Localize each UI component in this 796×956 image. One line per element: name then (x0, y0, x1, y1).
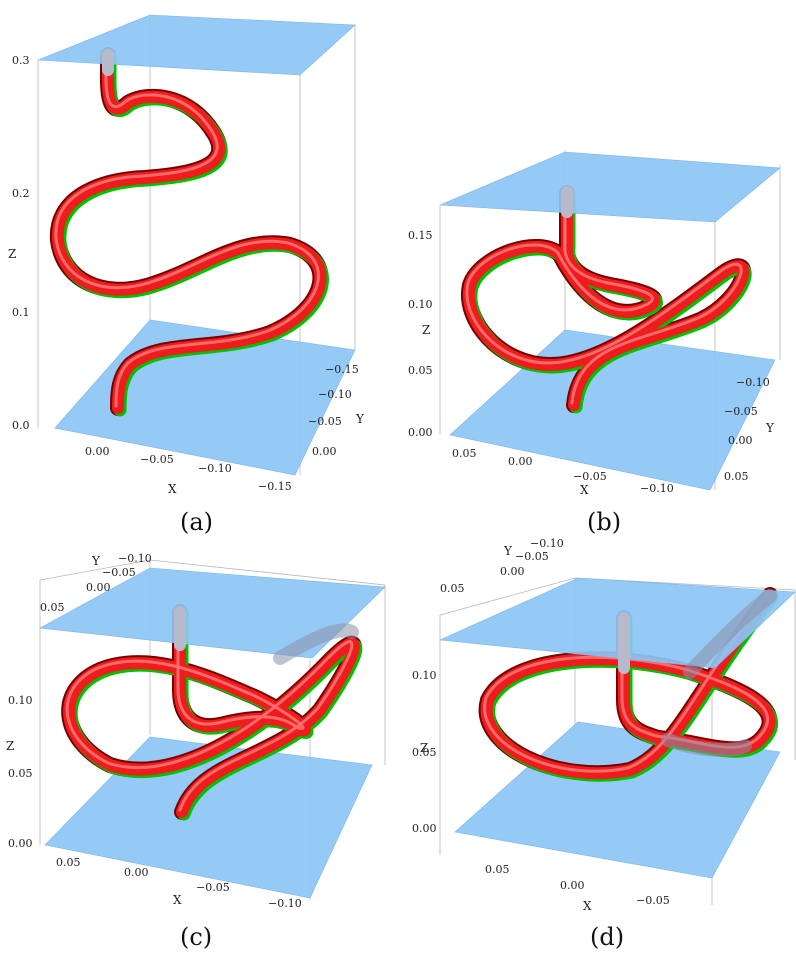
z-tick: 0.05 (8, 767, 33, 780)
x-tick: −0.10 (198, 462, 232, 475)
y-tick: −0.10 (118, 552, 152, 565)
box-edge (439, 577, 576, 616)
panel-caption: (b) (587, 508, 621, 536)
x-axis-label: X (580, 483, 589, 497)
z-axis-label: Z (420, 741, 428, 755)
z-tick: 0.10 (408, 298, 433, 311)
z-tick: 0.1 (12, 306, 30, 319)
z-tick: 0.10 (8, 694, 33, 707)
x-tick: −0.05 (140, 453, 174, 466)
x-tick: 0.00 (85, 445, 110, 458)
top-plane (439, 151, 781, 223)
z-axis-label: Z (8, 247, 16, 261)
x-tick: 0.05 (485, 863, 510, 876)
y-tick: 0.05 (40, 601, 65, 614)
y-tick: −0.10 (736, 376, 770, 389)
y-tick: −0.05 (102, 566, 136, 579)
z-tick: 0.05 (412, 746, 437, 759)
y-tick: 0.05 (724, 470, 749, 483)
x-tick: −0.10 (268, 897, 302, 910)
tube-ghost (661, 733, 752, 757)
y-tick: −0.05 (308, 415, 342, 428)
x-tick: −0.05 (196, 881, 230, 894)
z-tick: 0.0 (12, 419, 30, 432)
z-tick: 0.10 (412, 669, 437, 682)
panel-caption: (a) (180, 508, 213, 536)
z-axis-label: Z (422, 323, 430, 337)
panel-b: 0.15 0.10 0.05 0.00 Z 0.05 0.00 −0.05 −0… (408, 150, 781, 536)
y-tick: 0.00 (86, 581, 111, 594)
top-plane (37, 14, 356, 76)
x-axis-label: X (168, 482, 177, 496)
x-axis-label: X (173, 893, 182, 907)
tube-ghost (273, 623, 359, 665)
box-edge (39, 559, 151, 581)
panel-d: 0.10 0.05 0.00 Z 0.05 0.00 −0.05 X −0.10… (412, 537, 796, 951)
y-tick: 0.00 (728, 434, 753, 447)
z-tick: 0.2 (12, 187, 30, 200)
z-axis-label: Z (6, 739, 14, 753)
x-tick: 0.05 (56, 856, 81, 869)
box-edge (149, 559, 386, 586)
y-axis-label: Y (765, 421, 775, 435)
panel-c: 0.10 0.05 0.00 Z 0.05 0.00 −0.05 −0.10 X… (6, 552, 386, 951)
top-plane (39, 567, 386, 659)
panel-caption: (c) (180, 923, 212, 951)
x-tick: 0.00 (124, 866, 149, 879)
x-axis-label: X (583, 899, 592, 913)
x-tick: −0.05 (573, 470, 607, 483)
z-tick: 0.00 (412, 822, 437, 835)
z-tick: 0.00 (408, 426, 433, 439)
y-tick: 0.05 (440, 582, 465, 595)
y-tick: 0.00 (500, 565, 525, 578)
z-tick: 0.3 (12, 54, 30, 67)
x-tick: 0.00 (560, 879, 585, 892)
y-tick: −0.05 (515, 550, 549, 563)
panel-a: 0.3 0.2 0.1 0.0 Z 0.00 −0.05 −0.10 −0.15… (8, 14, 365, 536)
y-tick: −0.10 (530, 537, 564, 550)
tube-ghost (683, 589, 777, 679)
z-tick: 0.00 (8, 837, 33, 850)
y-axis-label: Y (91, 554, 101, 568)
y-tick: 0.00 (312, 445, 337, 458)
x-tick: −0.05 (636, 894, 670, 907)
panel-caption: (d) (590, 923, 624, 951)
z-tick: 0.15 (408, 229, 433, 242)
x-tick: −0.10 (640, 482, 674, 495)
x-tick: 0.00 (508, 455, 533, 468)
y-tick: −0.15 (325, 363, 359, 376)
y-tick: −0.10 (318, 388, 352, 401)
y-axis-label: Y (503, 544, 513, 558)
y-axis-label: Y (355, 412, 365, 426)
z-tick: 0.05 (408, 364, 433, 377)
x-tick: −0.15 (258, 480, 292, 493)
y-tick: −0.05 (724, 405, 758, 418)
x-tick: 0.05 (452, 447, 477, 460)
